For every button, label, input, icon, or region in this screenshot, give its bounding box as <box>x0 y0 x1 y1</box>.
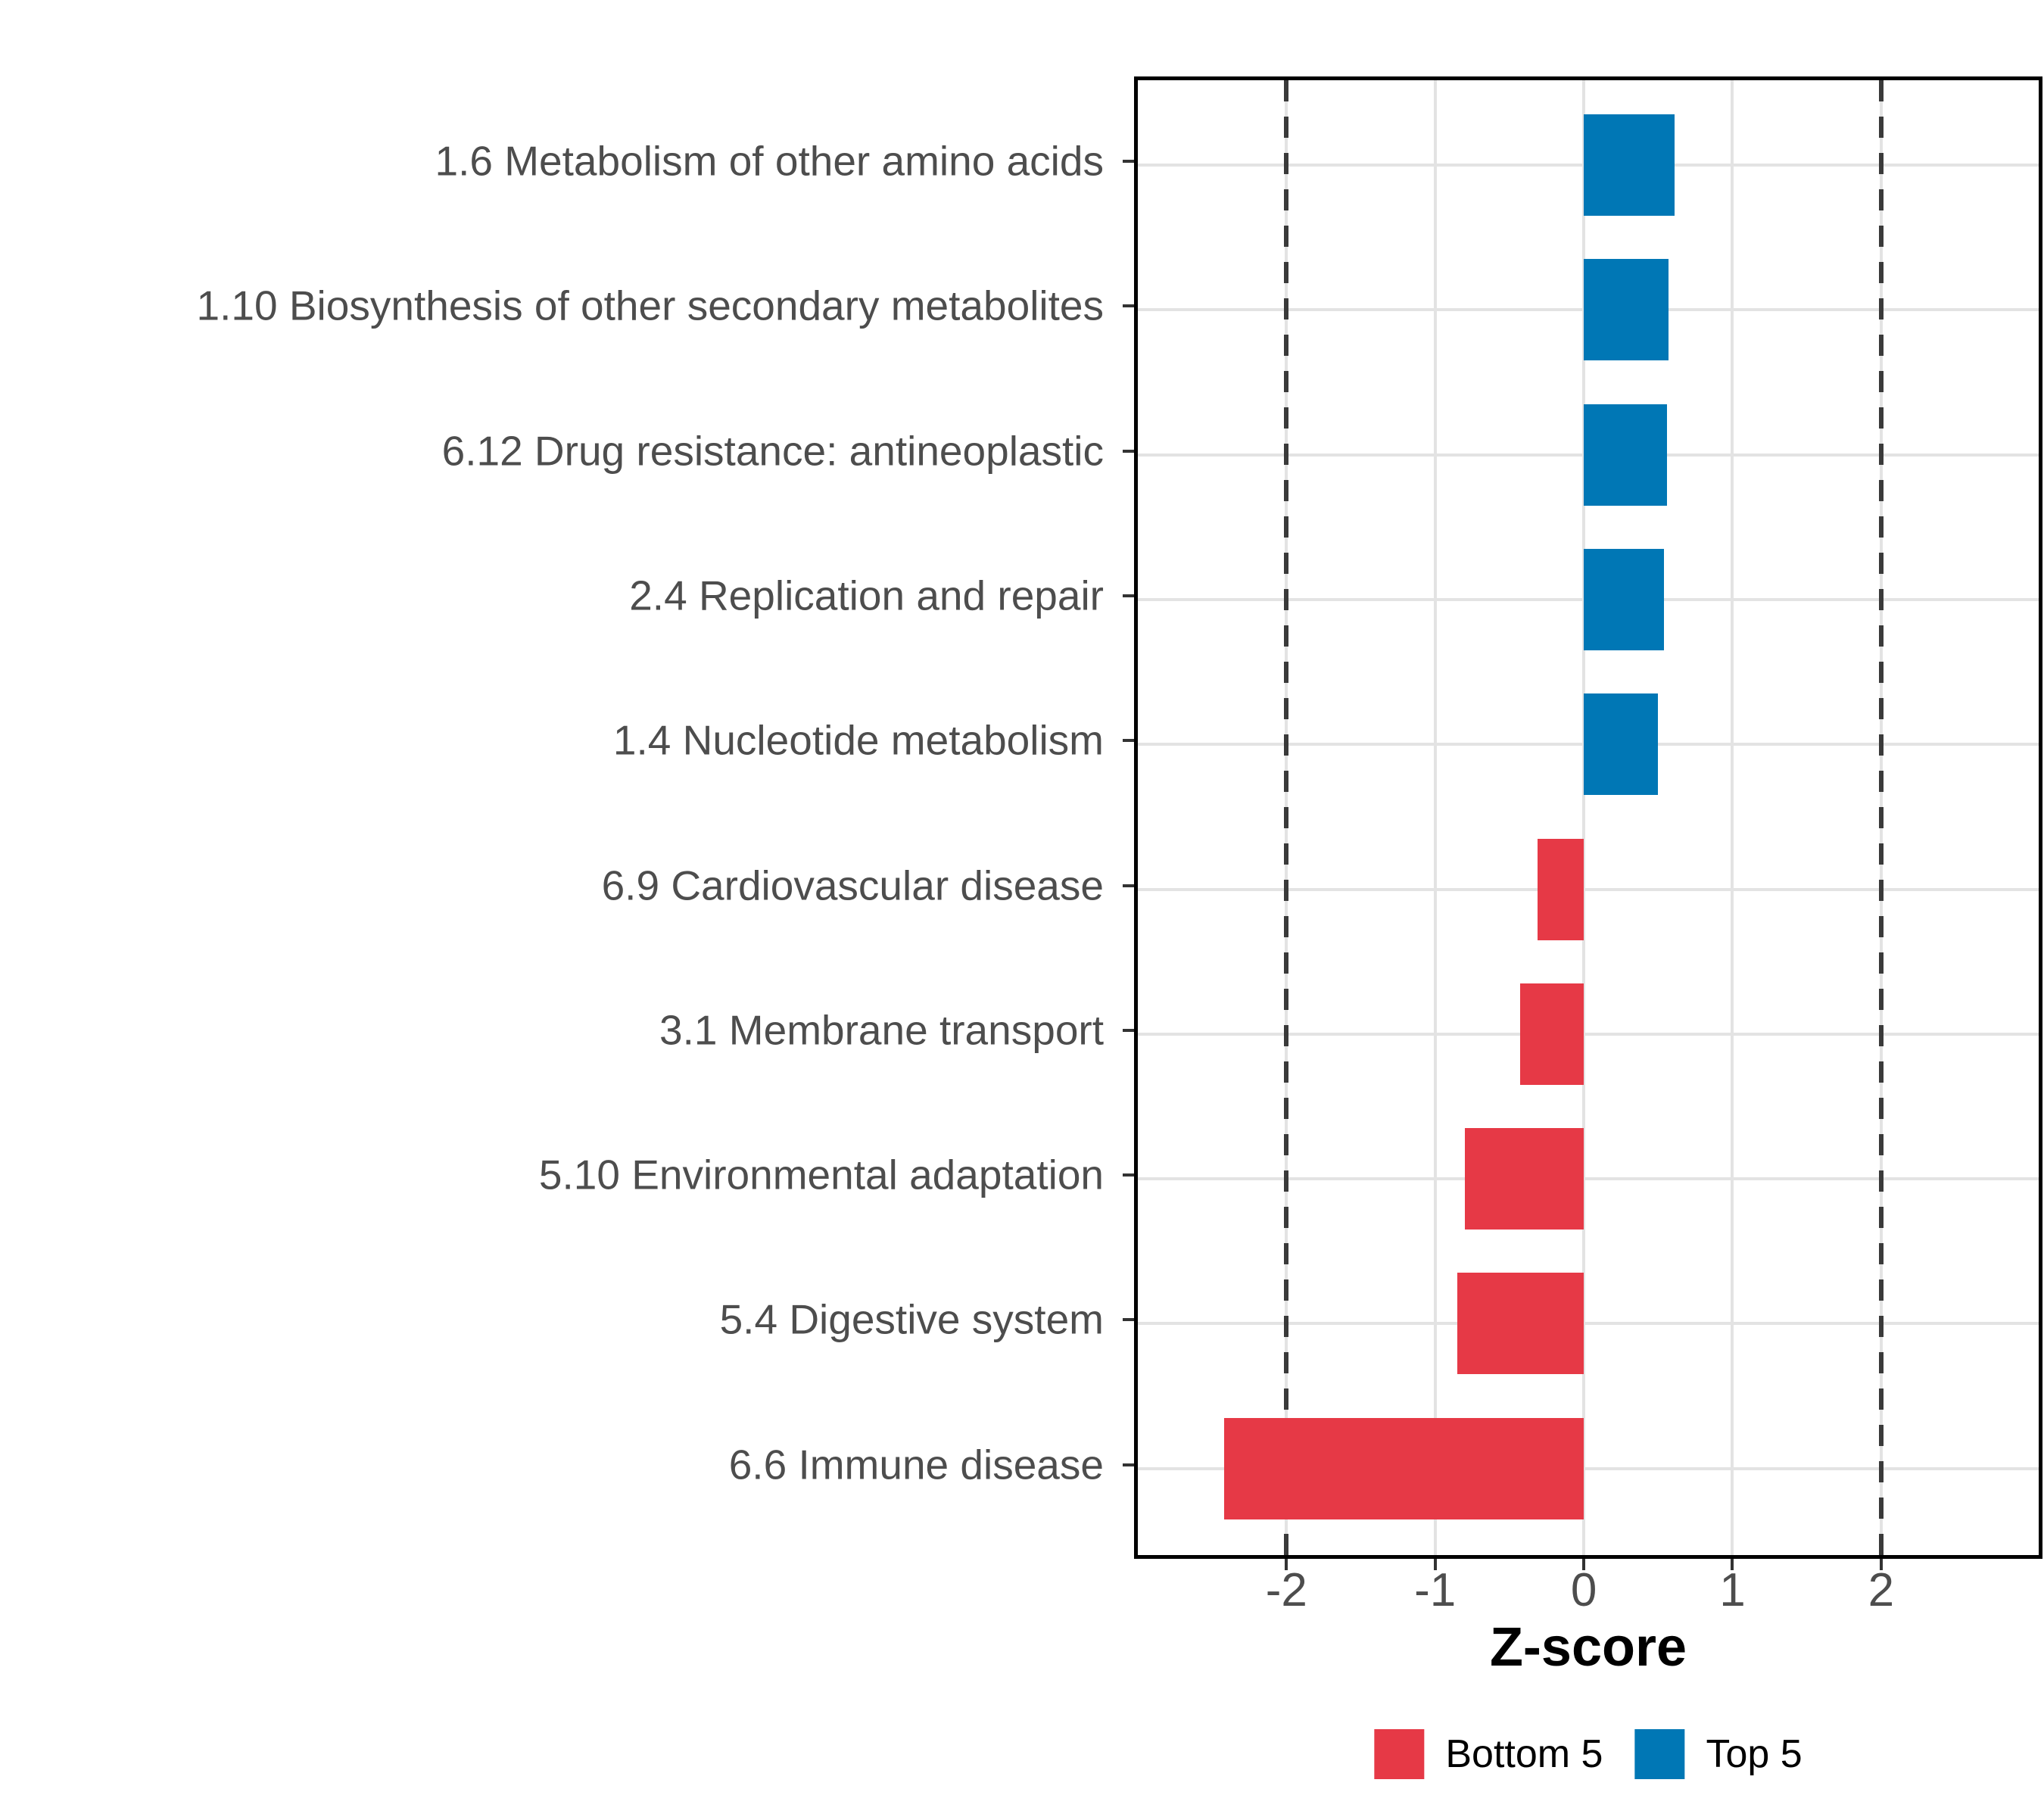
legend-swatch <box>1374 1729 1425 1779</box>
reference-line--2 <box>1284 80 1289 1555</box>
y-tick-mark <box>1123 884 1134 887</box>
bar-bottom-5-6 <box>1519 983 1584 1085</box>
category-label: 5.4 Digestive system <box>719 1295 1104 1343</box>
y-tick-mark <box>1123 739 1134 743</box>
x-tick-label: 2 <box>1868 1564 1895 1616</box>
category-label: 1.10 Biosynthesis of other secondary met… <box>196 282 1104 329</box>
gridline-row <box>1138 1322 2039 1326</box>
y-tick-mark <box>1123 594 1134 597</box>
x-tick-mark <box>1285 1559 1288 1570</box>
legend-label: Bottom 5 <box>1445 1732 1603 1776</box>
gridline-row <box>1138 1466 2039 1470</box>
category-label: 2.4 Replication and repair <box>629 572 1104 619</box>
category-label: 6.9 Cardiovascular disease <box>601 862 1104 908</box>
x-tick-label: 1 <box>1719 1564 1746 1616</box>
gridline-row <box>1138 1032 2039 1036</box>
bar-top-5-4 <box>1584 693 1659 796</box>
x-tick-mark <box>1731 1559 1734 1570</box>
legend-item-bottom-5: Bottom 5 <box>1374 1729 1603 1779</box>
bar-top-5-0 <box>1584 114 1675 216</box>
bar-top-5-3 <box>1584 548 1665 650</box>
category-label: 3.1 Membrane transport <box>659 1006 1104 1054</box>
x-axis-title: Z-score <box>1489 1617 1687 1678</box>
gridline-row <box>1138 887 2039 891</box>
bar-bottom-5-9 <box>1223 1417 1584 1519</box>
x-tick-label: 0 <box>1570 1564 1597 1616</box>
gridline-x-0 <box>1582 80 1586 1555</box>
x-tick-mark <box>1879 1559 1883 1570</box>
legend-item-top-5: Top 5 <box>1634 1729 1803 1779</box>
y-tick-mark <box>1123 1173 1134 1177</box>
x-tick-mark <box>1582 1559 1586 1570</box>
category-label: 1.6 Metabolism of other amino acids <box>435 137 1105 185</box>
bar-top-5-2 <box>1584 404 1668 506</box>
x-tick-label: -2 <box>1265 1564 1307 1616</box>
bar-top-5-1 <box>1584 259 1669 361</box>
legend-label: Top 5 <box>1706 1732 1803 1776</box>
x-tick-mark <box>1433 1559 1437 1570</box>
legend: Bottom 5 Top 5 <box>1374 1729 1803 1779</box>
category-label: 1.4 Nucleotide metabolism <box>612 716 1104 764</box>
category-label: 6.12 Drug resistance: antineoplastic <box>441 427 1104 475</box>
y-tick-mark <box>1123 1028 1134 1032</box>
bar-bottom-5-5 <box>1538 838 1584 940</box>
x-tick-label: -1 <box>1414 1564 1457 1616</box>
y-tick-mark <box>1123 1463 1134 1466</box>
plot-panel <box>1134 76 2042 1559</box>
gridline-x--1 <box>1433 80 1437 1555</box>
category-label: 6.6 Immune disease <box>728 1441 1104 1488</box>
legend-swatch <box>1634 1729 1685 1779</box>
y-tick-mark <box>1123 1318 1134 1322</box>
bar-bottom-5-8 <box>1457 1273 1584 1375</box>
y-tick-mark <box>1123 160 1134 163</box>
gridline-row <box>1138 1177 2039 1181</box>
y-tick-mark <box>1123 304 1134 308</box>
bar-bottom-5-7 <box>1465 1128 1584 1230</box>
y-tick-mark <box>1123 449 1134 453</box>
reference-line-2 <box>1878 80 1884 1555</box>
category-label: 5.10 Environmental adaptation <box>538 1151 1104 1198</box>
gridline-x-1 <box>1731 80 1734 1555</box>
